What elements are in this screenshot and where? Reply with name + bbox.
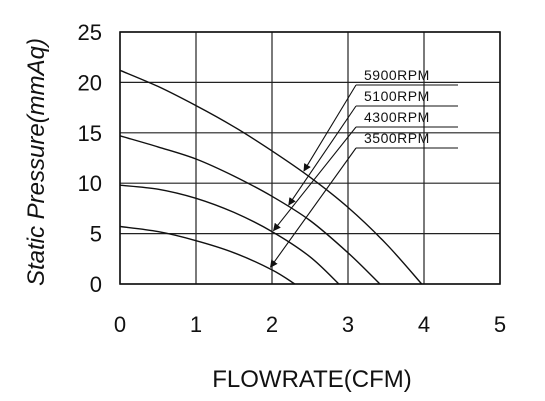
x-tick-label: 4 xyxy=(418,312,430,337)
y-tick-label: 15 xyxy=(78,121,102,146)
curves xyxy=(119,69,423,285)
y-axis-label: Static Pressure(mmAq) xyxy=(23,38,50,286)
grid xyxy=(119,31,501,285)
x-tick-label: 2 xyxy=(266,312,278,337)
y-tick-label: 0 xyxy=(90,272,102,297)
legend-arrow xyxy=(273,126,357,232)
legend-arrow xyxy=(288,105,357,206)
tick-labels: 0 1 2 3 4 5 0 5 10 15 20 25 xyxy=(78,20,507,337)
series-curve-5100rpm xyxy=(119,135,381,285)
series-curve-4300rpm xyxy=(119,184,340,285)
series-curve-3500rpm xyxy=(119,225,296,285)
y-tick-label: 25 xyxy=(78,20,102,45)
legend: 5900RPM 5100RPM 4300RPM 3500RPM xyxy=(270,67,458,268)
x-tick-label: 0 xyxy=(114,312,126,337)
legend-label-4300rpm: 4300RPM xyxy=(364,109,430,125)
legend-arrow xyxy=(270,147,357,268)
legend-arrow xyxy=(303,84,357,172)
x-tick-label: 3 xyxy=(342,312,354,337)
legend-label-3500rpm: 3500RPM xyxy=(364,130,430,146)
legend-label-5900rpm: 5900RPM xyxy=(364,67,430,83)
y-tick-label: 20 xyxy=(78,70,102,95)
plot-frame xyxy=(119,31,501,285)
y-tick-label: 10 xyxy=(78,171,102,196)
x-tick-label: 5 xyxy=(494,312,506,337)
legend-label-5100rpm: 5100RPM xyxy=(364,88,430,104)
x-axis-label: FLOWRATE(CFM) xyxy=(212,366,412,393)
y-tick-label: 5 xyxy=(90,222,102,247)
series-curve-5900rpm xyxy=(119,69,423,285)
x-tick-label: 1 xyxy=(190,312,202,337)
